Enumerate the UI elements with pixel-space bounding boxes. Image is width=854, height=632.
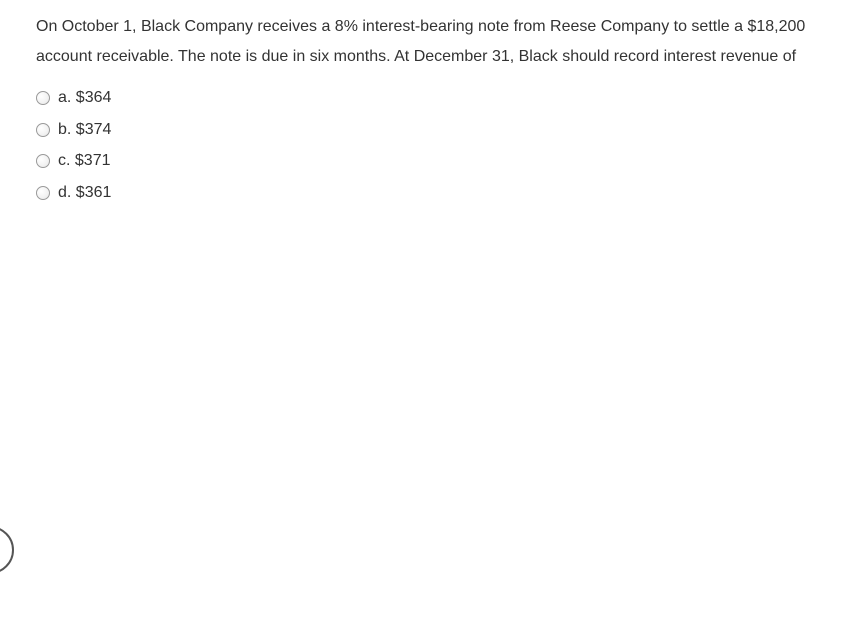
option-letter: c.	[58, 152, 70, 169]
option-label-b: b. $374	[58, 117, 111, 143]
options-list: a. $364 b. $374 c. $371 d. $361	[36, 85, 830, 205]
option-row-b[interactable]: b. $374	[36, 117, 830, 143]
option-row-d[interactable]: d. $361	[36, 180, 830, 206]
option-row-c[interactable]: c. $371	[36, 148, 830, 174]
option-label-c: c. $371	[58, 148, 111, 174]
radio-b[interactable]	[36, 123, 50, 137]
radio-a[interactable]	[36, 91, 50, 105]
option-letter: b.	[58, 121, 71, 138]
question-text: On October 1, Black Company receives a 8…	[36, 12, 830, 71]
option-letter: d.	[58, 184, 71, 201]
decorative-circle	[0, 526, 14, 574]
option-label-d: d. $361	[58, 180, 111, 206]
option-letter: a.	[58, 89, 71, 106]
quiz-container: On October 1, Black Company receives a 8…	[0, 0, 854, 206]
option-label-a: a. $364	[58, 85, 111, 111]
option-value: $361	[76, 184, 112, 201]
option-value: $374	[76, 121, 112, 138]
option-value: $364	[76, 89, 112, 106]
radio-c[interactable]	[36, 154, 50, 168]
radio-d[interactable]	[36, 186, 50, 200]
option-row-a[interactable]: a. $364	[36, 85, 830, 111]
option-value: $371	[75, 152, 111, 169]
